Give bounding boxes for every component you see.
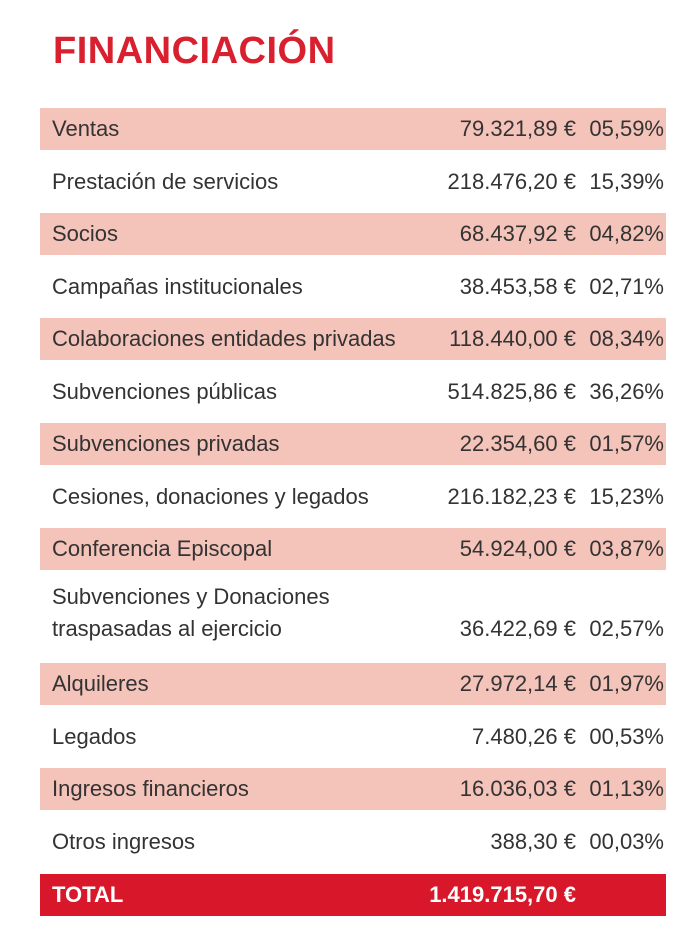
row-percentage: 01,13% [589,776,664,801]
row-percentage: 03,87% [589,536,664,561]
row-label: Socios [52,221,119,246]
table-row-legados: Legados 7.480,26 € 00,53% [40,716,666,758]
table-row-otros-ingresos: Otros ingresos 388,30 € 00,03% [40,821,666,863]
row-percentage: 15,23% [589,483,664,509]
row-amount: 388,30 € [490,828,576,854]
row-percentage: 04,82% [589,221,664,246]
row-label: Ingresos financieros [52,776,249,801]
row-amount: 7.480,26 € [472,723,576,749]
financing-table: Ventas 79.321,89 € 05,59% Prestación de … [40,108,666,873]
row-percentage: 05,59% [589,116,664,141]
table-row-conferencia-episcopal: Conferencia Episcopal 54.924,00 € 03,87% [40,528,666,570]
table-row-ventas: Ventas 79.321,89 € 05,59% [40,108,666,150]
table-row-subvenciones-traspasadas: Subvenciones y Donaciones traspasadas al… [40,581,666,653]
row-amount: 27.972,14 € [459,671,576,696]
row-amount: 38.453,58 € [459,273,576,299]
table-row-campanas-institucionales: Campañas institucionales 38.453,58 € 02,… [40,266,666,308]
table-row-colaboraciones-privadas: Colaboraciones entidades privadas 118.44… [40,318,666,360]
table-row-prestacion-servicios: Prestación de servicios 218.476,20 € 15,… [40,161,666,203]
total-amount: 1.419.715,70 € [429,882,576,907]
row-percentage: 08,34% [589,326,664,351]
row-label: Subvenciones públicas [52,378,278,404]
row-label: Campañas institucionales [52,273,303,299]
table-row-subvenciones-privadas: Subvenciones privadas 22.354,60 € 01,57% [40,423,666,465]
table-row-subvenciones-publicas: Subvenciones públicas 514.825,86 € 36,26… [40,371,666,413]
total-row: TOTAL 1.419.715,70 € [40,874,666,916]
row-percentage: 02,71% [589,273,664,299]
row-amount: 16.036,03 € [459,776,576,801]
row-percentage: 02,57% [589,615,664,641]
table-row-ingresos-financieros: Ingresos financieros 16.036,03 € 01,13% [40,768,666,810]
row-label-line-2: traspasadas al ejercicio [52,615,282,641]
page-title: FINANCIACIÓN [53,30,336,72]
table-row-alquileres: Alquileres 27.972,14 € 01,97% [40,663,666,705]
row-label: Subvenciones privadas [52,431,280,456]
table-row-socios: Socios 68.437,92 € 04,82% [40,213,666,255]
row-label: Conferencia Episcopal [52,536,273,561]
row-percentage: 00,53% [589,723,664,749]
table-row-cesiones-donaciones-legados: Cesiones, donaciones y legados 216.182,2… [40,476,666,518]
row-label-line-1: Subvenciones y Donaciones [52,583,330,609]
row-label: Cesiones, donaciones y legados [52,483,369,509]
row-label: Colaboraciones entidades privadas [52,326,396,351]
row-amount: 36.422,69 € [459,615,576,641]
row-label: Subvenciones y Donaciones traspasadas al… [40,581,406,645]
row-amount: 514.825,86 € [447,378,576,404]
row-percentage: 00,03% [589,828,664,854]
row-amount: 216.182,23 € [447,483,576,509]
row-amount: 79.321,89 € [459,116,576,141]
row-label: Prestación de servicios [52,168,279,194]
row-amount: 54.924,00 € [459,536,576,561]
row-percentage: 15,39% [589,168,664,194]
row-label: Alquileres [52,671,149,696]
row-amount: 22.354,60 € [459,431,576,456]
row-percentage: 36,26% [589,378,664,404]
row-percentage: 01,97% [589,671,664,696]
row-percentage: 01,57% [589,431,664,456]
row-amount: 218.476,20 € [447,168,576,194]
row-amount: 68.437,92 € [459,221,576,246]
row-label: Legados [52,723,137,749]
row-amount: 118.440,00 € [449,326,576,351]
total-label: TOTAL [52,882,124,907]
row-label: Otros ingresos [52,828,196,854]
row-label: Ventas [52,116,120,141]
